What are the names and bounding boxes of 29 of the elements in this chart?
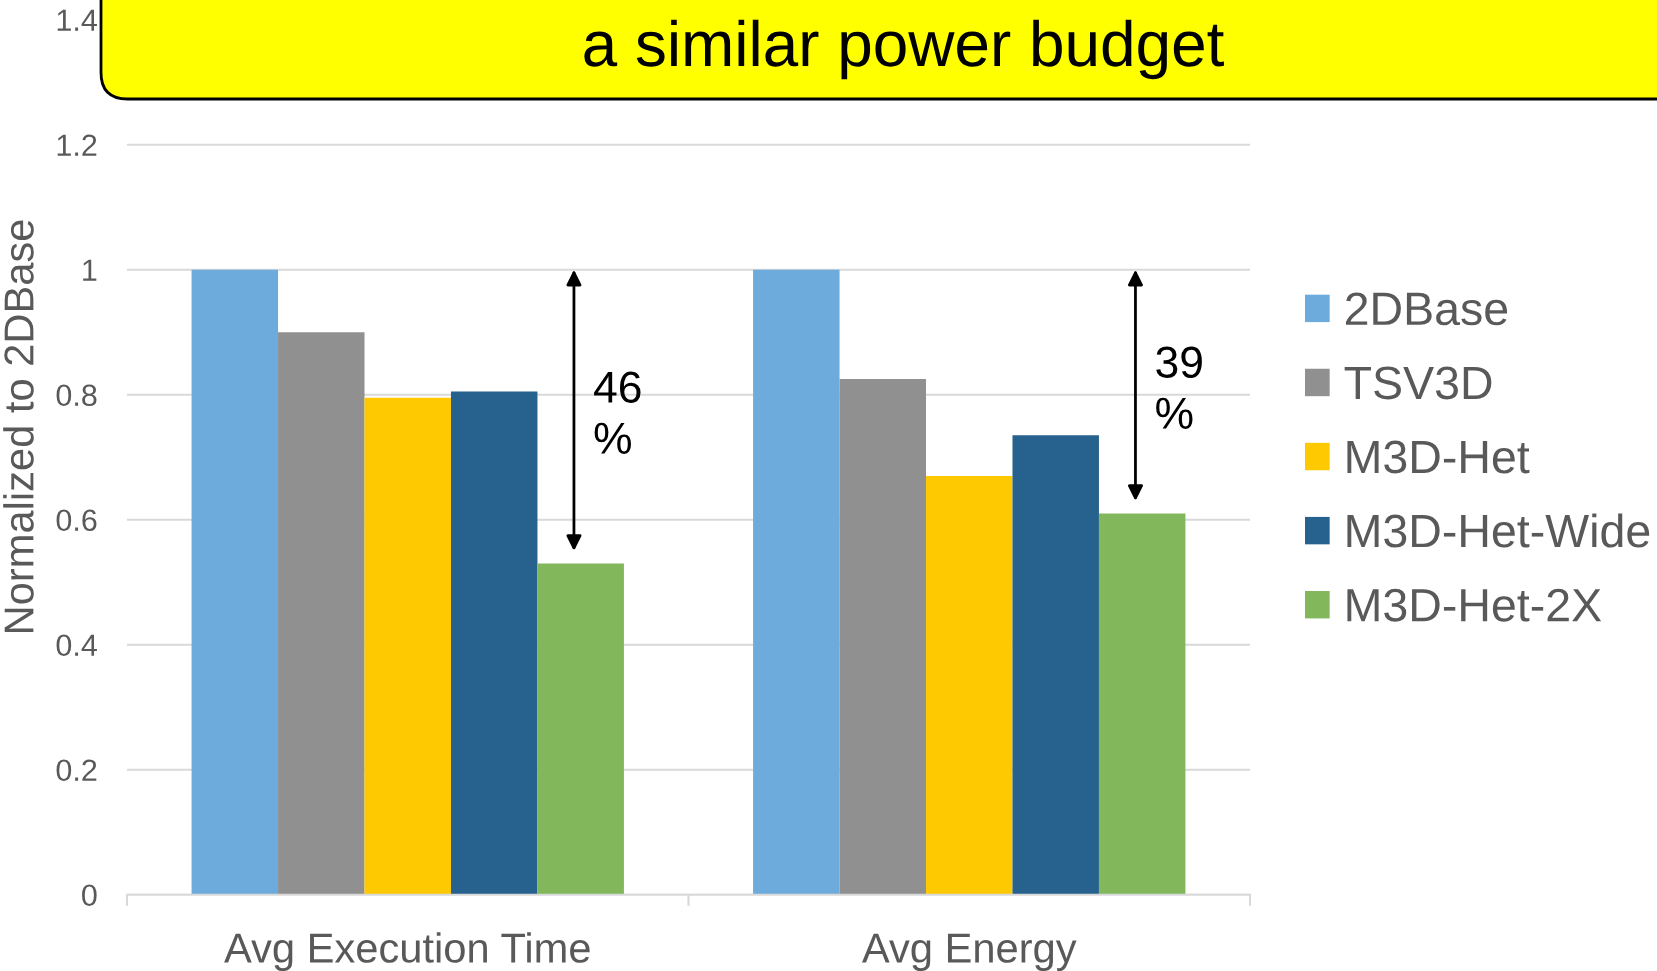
legend-label: TSV3D [1344,366,1492,400]
y-axis-title: Normalized to 2DBase [3,220,34,632]
annotation: 46 % [594,371,641,454]
y-tick-label: 0.8 [56,384,97,407]
bar [191,269,279,895]
bar [450,391,538,895]
y-tick-label: 1.4 [57,9,97,31]
y-tick-label: 0 [82,884,97,907]
bar [364,397,451,895]
chart-title: a similar power budget [584,19,1224,80]
legend-label: M3D-Het-2X [1347,588,1602,622]
y-tick-label: 0.6 [56,509,97,532]
annotation: 39 % [1156,346,1202,429]
y-tick-label: 1 [83,259,97,281]
y-tick-label: 1.2 [57,134,97,156]
bar [753,269,840,895]
legend-label: 2DBase [1345,292,1508,326]
bar [926,475,1013,895]
y-tick-label: 0.4 [56,634,97,657]
y-tick-label: 0.2 [56,759,97,782]
bar [839,379,927,895]
bar [278,332,365,895]
bar [1098,513,1186,895]
x-tick-label: Avg Execution Time [224,932,590,971]
legend-label: M3D-Het-Wide [1347,513,1650,548]
bar [537,563,624,895]
x-tick-label: Avg Energy [862,933,1077,971]
bar [1012,435,1099,895]
legend-label: M3D-Het [1347,440,1530,474]
